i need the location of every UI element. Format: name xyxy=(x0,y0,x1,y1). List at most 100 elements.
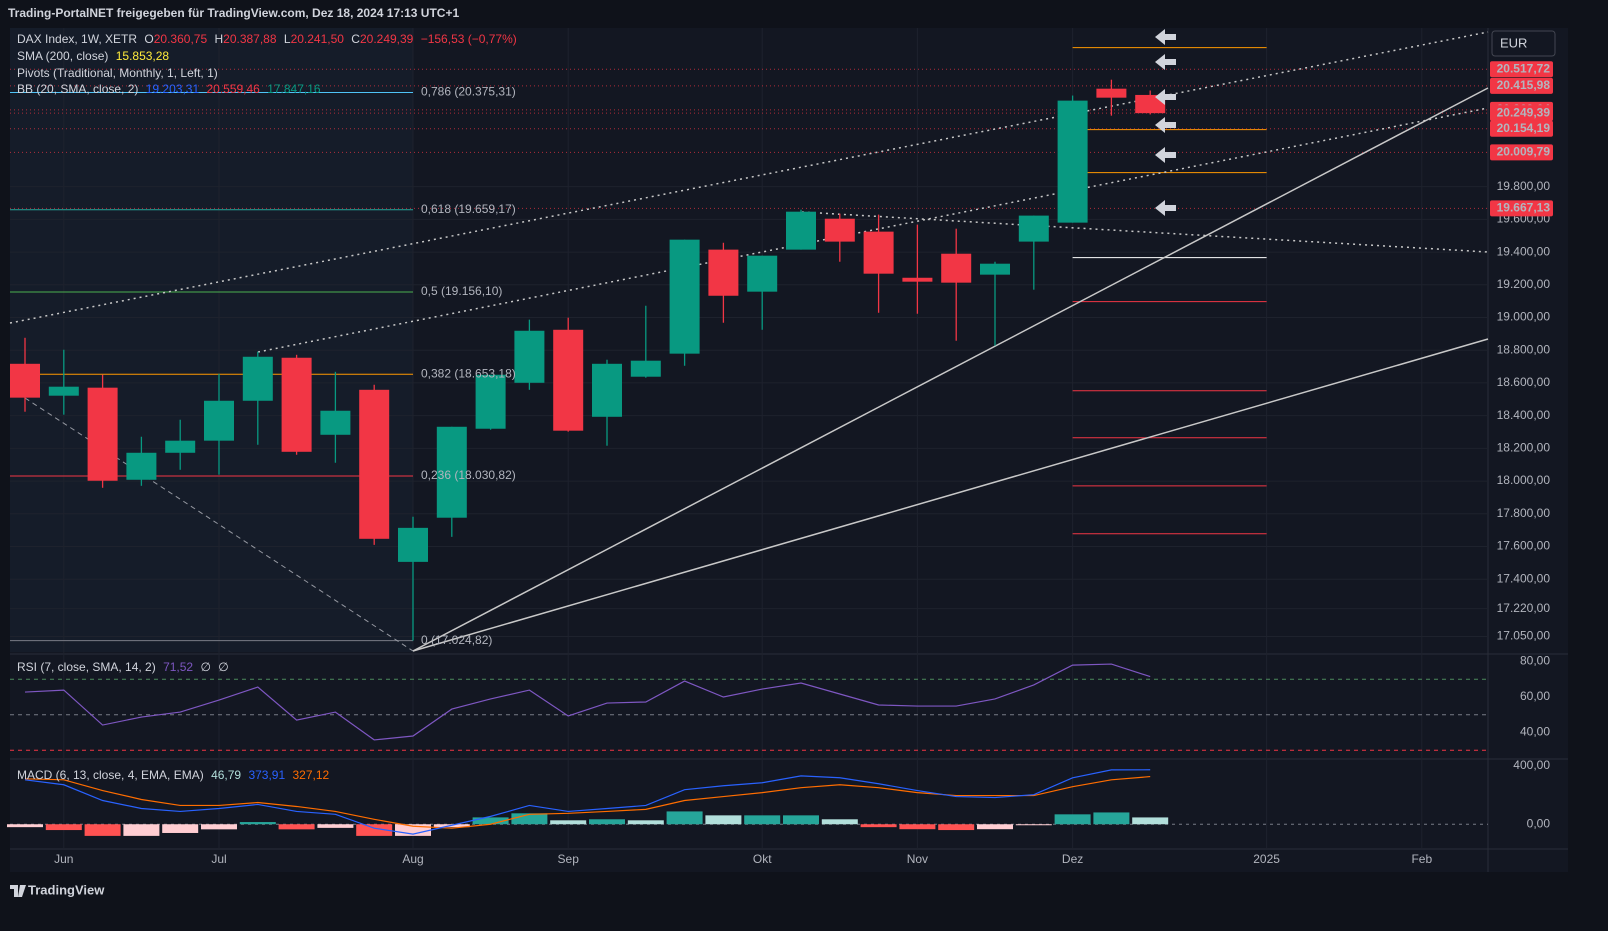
y-tick-label: 18.800,00 xyxy=(1497,342,1551,356)
fib-label: 0,5 (19.156,10) xyxy=(421,284,502,298)
y-tick-label: 17.800,00 xyxy=(1497,506,1551,520)
legend-value: 71,52 xyxy=(163,660,193,674)
histogram-bar xyxy=(356,824,393,836)
histogram-bar xyxy=(744,815,781,825)
legend-value: 19.203,31 xyxy=(146,82,200,96)
histogram-bar xyxy=(239,822,276,825)
candle-body xyxy=(48,386,79,396)
histogram-bar xyxy=(317,824,354,828)
fib-label: 0,382 (18.653,18) xyxy=(421,366,516,380)
macd-line xyxy=(24,769,1151,835)
legend-value: 20.249,39 xyxy=(360,32,414,46)
candle-body xyxy=(553,329,584,431)
candle-body xyxy=(475,374,506,429)
histogram-bar xyxy=(977,824,1013,830)
currency-box[interactable] xyxy=(1491,30,1556,57)
legend-value: 15.853,28 xyxy=(116,49,170,63)
legend-value: ∅ xyxy=(200,660,210,674)
legend-key: H xyxy=(214,32,223,46)
legend-value: 17.847,16 xyxy=(267,82,321,96)
histogram-bar xyxy=(162,824,199,833)
candle-body xyxy=(902,277,933,282)
histogram-bar xyxy=(666,811,703,825)
candle-body xyxy=(398,527,428,562)
histogram-bar xyxy=(1093,812,1130,825)
header-title: Trading-PortalNET freigegeben für Tradin… xyxy=(8,6,459,20)
histogram-bar xyxy=(278,824,315,830)
candle-body xyxy=(669,239,700,354)
legend-line: BB (20, SMA, close, 2) 19.203,31 20.559,… xyxy=(17,82,321,96)
histogram-bar xyxy=(589,819,625,825)
fib-label: 0,786 (20.375,31) xyxy=(421,85,516,99)
fib-label: 0,618 (19.659,17) xyxy=(421,202,516,216)
candle-body xyxy=(630,360,661,377)
x-tick-label: Okt xyxy=(753,852,772,866)
legend-value: 20.387,88 xyxy=(223,32,277,46)
price-badge-label: 19.667,13 xyxy=(1497,201,1551,215)
trendline xyxy=(801,211,1489,253)
signal-line xyxy=(24,775,1151,829)
candle-body xyxy=(941,253,972,283)
candle-body xyxy=(980,263,1010,275)
x-tick-label: 2025 xyxy=(1253,852,1280,866)
candle-body xyxy=(359,389,390,539)
y-tick-label: 18.400,00 xyxy=(1497,408,1551,422)
x-tick-label: Jul xyxy=(211,852,226,866)
legend-sma: SMA (200, close) xyxy=(17,49,108,63)
price-badge-label: 20.517,72 xyxy=(1497,61,1551,75)
price-badge xyxy=(1490,61,1553,78)
price-badge xyxy=(1490,120,1553,137)
currency[interactable]: EUR xyxy=(1500,35,1527,50)
histogram-bar xyxy=(1054,814,1091,825)
arrow xyxy=(1155,117,1176,133)
marks xyxy=(7,79,1169,836)
legend-value: 20.559,46 xyxy=(206,82,260,96)
candle-body xyxy=(320,410,351,435)
price-badge xyxy=(1490,77,1553,94)
y-tick-label: 17.600,00 xyxy=(1497,539,1551,553)
histogram-bar xyxy=(472,817,509,825)
candle-body xyxy=(786,211,816,250)
histogram-bar xyxy=(84,824,121,836)
trendline xyxy=(257,107,1489,353)
logo-icon xyxy=(10,885,26,897)
legend-line: RSI (7, close, SMA, 14, 2) 71,52 ∅ ∅ xyxy=(17,660,229,674)
candle-body xyxy=(824,218,855,242)
histogram-bar xyxy=(821,819,858,825)
trendlines xyxy=(9,31,1489,652)
x-tick-label: Sep xyxy=(558,852,580,866)
price-badge xyxy=(1490,144,1553,161)
x-tick-label: Feb xyxy=(1411,852,1432,866)
y-tick-label: 19.200,00 xyxy=(1497,277,1551,291)
candle-body xyxy=(242,356,273,401)
fib-label: 0,236 (18.030,82) xyxy=(421,468,516,482)
price-badge-label: 20.009,79 xyxy=(1497,145,1551,159)
candle-body xyxy=(281,357,312,452)
legend-line: MACD (6, 13, close, 4, EMA, EMA) 46,79 3… xyxy=(17,768,330,782)
candle-body xyxy=(708,249,739,296)
y-tick-label: 18.600,00 xyxy=(1497,375,1551,389)
histogram-bar xyxy=(45,824,82,831)
histogram-bar xyxy=(938,824,975,831)
histogram-bar xyxy=(1132,817,1169,825)
y-tick-label: 18.200,00 xyxy=(1497,441,1551,455)
arrow xyxy=(1155,89,1176,105)
candle-body xyxy=(592,363,622,417)
histogram-bar xyxy=(627,820,664,825)
candle-body xyxy=(1096,88,1127,98)
trendline xyxy=(9,31,1489,324)
y-tick-label: 40,00 xyxy=(1520,725,1550,739)
legend-key: C xyxy=(351,32,360,46)
levels xyxy=(10,47,1488,825)
legend-symbol: DAX Index, 1W, XETR xyxy=(17,32,137,46)
legend-value: 46,79 xyxy=(211,768,241,782)
legend-value: 20.241,50 xyxy=(291,32,345,46)
candle-body xyxy=(126,452,157,480)
y-tick-label: 19.800,00 xyxy=(1497,179,1551,193)
price-badge xyxy=(1490,200,1553,217)
histogram-bar xyxy=(7,824,43,828)
price-badge xyxy=(1490,105,1553,122)
histogram-bar xyxy=(550,820,587,825)
arrow xyxy=(1155,54,1176,70)
